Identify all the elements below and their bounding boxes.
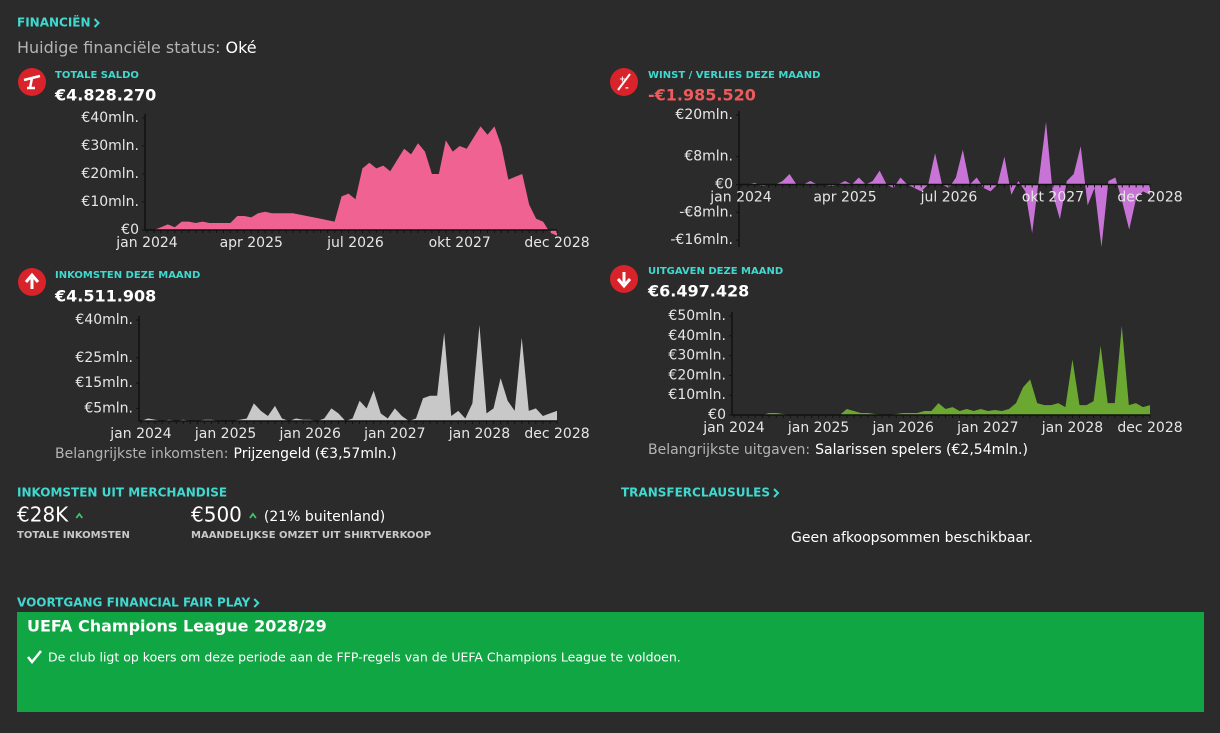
chevron-icon [773, 488, 780, 498]
y-tick-label: €15mln. [75, 375, 133, 391]
monthly-income: €500 [191, 503, 242, 527]
chart-title: TOTALE SALDO [55, 70, 139, 81]
x-tick-label: jul 2026 [920, 189, 978, 205]
headline-value: €4.828.270 [54, 86, 156, 105]
section-title[interactable]: FINANCIËN [17, 15, 91, 30]
y-tick-label: €30mln. [81, 138, 139, 154]
y-tick-label: -€8mln. [679, 204, 733, 220]
trend-icon [249, 512, 257, 519]
empty-message: Geen afkoopsommen beschikbaar. [791, 530, 1033, 546]
headline-value: -€1.985.520 [648, 86, 756, 105]
footnote-label: Belangrijkste inkomsten: [55, 446, 229, 462]
section-title: INKOMSTEN UIT MERCHANDISE [17, 486, 227, 500]
y-tick-label: €50mln. [668, 308, 726, 324]
x-tick-label: okt 2027 [429, 235, 491, 251]
y-tick-label: €30mln. [668, 348, 726, 364]
total-income-label: TOTALE INKOMSTEN [17, 530, 130, 541]
x-tick-label: jan 2028 [448, 426, 510, 442]
chevron-icon [253, 598, 260, 608]
y-tick-label: €20mln. [675, 107, 733, 123]
x-tick-label: dec 2028 [1117, 420, 1182, 436]
area [147, 126, 557, 236]
x-tick-label: jan 2024 [709, 189, 772, 205]
svg-text:-: - [625, 84, 629, 94]
headline-value: €6.497.428 [647, 282, 749, 301]
x-tick-label: apr 2025 [220, 235, 283, 251]
x-tick-label: jan 2025 [194, 426, 256, 442]
icon [18, 68, 46, 96]
x-tick-label: okt 2027 [1022, 189, 1084, 205]
status-line: Huidige financiële status: Oké [17, 38, 257, 57]
footnote-value: Salarissen spelers (€2,54mln.) [815, 442, 1028, 458]
y-tick-label: €0 [708, 407, 726, 423]
y-tick-label: €10mln. [81, 194, 139, 210]
x-tick-label: jan 2026 [872, 420, 935, 436]
x-tick-label: jan 2028 [1041, 420, 1103, 436]
icon [18, 268, 46, 296]
status-label: Huidige financiële status: [17, 38, 220, 57]
x-tick-label: jan 2027 [956, 420, 1018, 436]
icon [610, 265, 638, 293]
x-tick-label: jul 2026 [326, 235, 384, 251]
x-tick-label: jan 2024 [109, 426, 172, 442]
x-tick-label: jan 2026 [279, 426, 342, 442]
total-income: €28K [17, 503, 69, 527]
footnote: Belangrijkste inkomsten: Prijzengeld (€3,… [55, 446, 397, 462]
icon: +- [610, 68, 638, 96]
section-title[interactable]: TRANSFERCLAUSULES [621, 486, 770, 500]
trend-icon [75, 512, 84, 519]
svg-text:+: + [619, 75, 626, 84]
area [141, 325, 557, 421]
x-tick-label: jan 2024 [702, 420, 765, 436]
y-tick-label: €5mln. [84, 400, 133, 416]
x-tick-label: dec 2028 [524, 235, 589, 251]
y-tick-label: €40mln. [81, 110, 139, 126]
y-tick-label: €25mln. [75, 350, 133, 366]
ffp-message: De club ligt op koers om deze periode aa… [48, 650, 681, 665]
y-tick-label: €10mln. [668, 387, 726, 403]
monthly-note: (21% buitenland) [264, 509, 385, 525]
y-tick-label: €8mln. [684, 149, 733, 165]
check-icon [27, 650, 42, 664]
y-tick-label: €0 [715, 176, 733, 192]
section-title[interactable]: VOORTGANG FINANCIAL FAIR PLAY [17, 596, 251, 610]
y-tick-label: €20mln. [81, 166, 139, 182]
chart-title: WINST / VERLIES DEZE MAAND [648, 70, 820, 81]
chevron-icon [93, 18, 100, 28]
chart-title: UITGAVEN DEZE MAAND [648, 266, 783, 277]
monthly-income-label: MAANDELIJKSE OMZET UIT SHIRTVERKOOP [191, 530, 431, 541]
area [734, 325, 1150, 415]
status-value: Oké [225, 38, 256, 57]
x-tick-label: apr 2025 [813, 189, 876, 205]
y-tick-label: €40mln. [668, 328, 726, 344]
y-tick-label: €0 [121, 222, 139, 238]
y-tick-label: €40mln. [75, 312, 133, 328]
footnote: Belangrijkste uitgaven: Salarissen speler… [648, 442, 1028, 458]
competition: UEFA Champions League 2028/29 [27, 617, 327, 636]
x-tick-label: jan 2027 [363, 426, 425, 442]
headline-value: €4.511.908 [54, 287, 156, 306]
y-tick-label: -€16mln. [670, 232, 733, 248]
footnote-label: Belangrijkste uitgaven: [648, 442, 810, 458]
ffp-box [17, 612, 1204, 712]
x-tick-label: dec 2028 [1117, 189, 1182, 205]
x-tick-label: jan 2025 [787, 420, 849, 436]
footnote-value: Prijzengeld (€3,57mln.) [234, 446, 397, 462]
y-tick-label: €20mln. [668, 367, 726, 383]
chart-title: INKOMSTEN DEZE MAAND [55, 270, 200, 281]
x-tick-label: dec 2028 [524, 426, 589, 442]
x-tick-label: jan 2024 [115, 235, 178, 251]
